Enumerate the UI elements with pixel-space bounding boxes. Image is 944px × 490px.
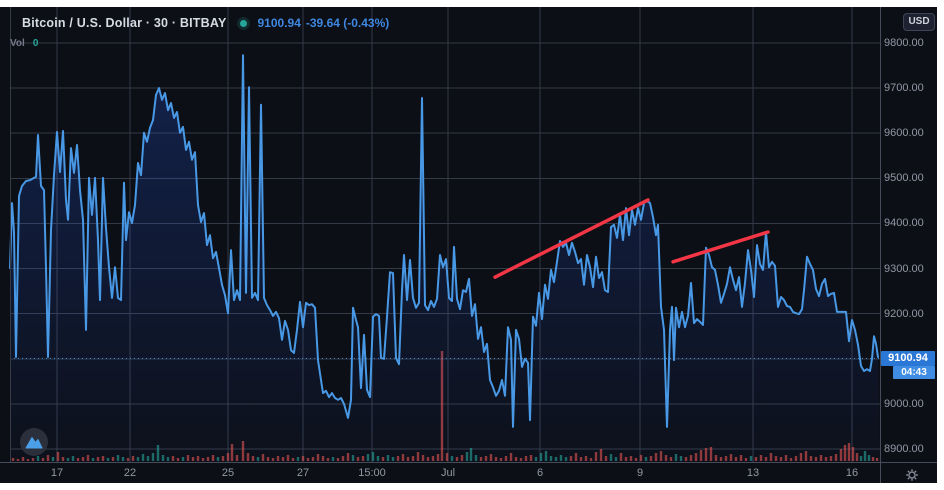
tradingview-logo-button[interactable] <box>20 428 48 456</box>
volume-value: 0 <box>32 38 39 49</box>
price-chart-canvas[interactable] <box>0 7 937 483</box>
time-scale-label: 27 <box>296 467 310 479</box>
price-scale-label: 9300.00 <box>884 262 924 275</box>
chart-legend: Bitcoin / U.S. Dollar · 30 · BITBAY 9100… <box>22 15 389 31</box>
price-scale-label: 9400.00 <box>884 217 924 230</box>
price-scale-label: 9000.00 <box>884 397 924 410</box>
time-scale-label: 6 <box>536 467 544 479</box>
price-line[interactable] <box>9 54 879 428</box>
time-scale-label: 15:00 <box>358 467 386 479</box>
currency-usd-button[interactable]: USD <box>903 13 935 31</box>
countdown-badge: 04:43 <box>893 365 935 379</box>
price-scale-label: 9700.00 <box>884 82 924 95</box>
quote-price: 9100.94 <box>257 16 301 30</box>
time-scale-label: 17 <box>50 467 64 479</box>
area-fill <box>10 55 880 462</box>
mountain-icon <box>25 435 43 449</box>
volume-legend: Vol 0 <box>10 38 38 49</box>
time-scale-label: 9 <box>636 467 644 479</box>
last-price-badge: 9100.94 <box>881 350 935 366</box>
chart-widget: Bitcoin / U.S. Dollar · 30 · BITBAY 9100… <box>0 7 937 483</box>
price-scale-label: 8900.00 <box>884 443 924 455</box>
volume-label: Vol <box>10 38 25 49</box>
trendline-drawing[interactable] <box>671 230 770 264</box>
market-status-dot-icon <box>239 19 247 27</box>
time-scale-label: 25 <box>221 467 235 479</box>
time-scale-label: 16 <box>845 467 859 479</box>
quote: 9100.94 -39.64 (-0.43%) <box>258 16 390 30</box>
symbol-title: Bitcoin / U.S. Dollar · 30 · BITBAY <box>22 16 227 30</box>
time-scale-label: 13 <box>746 467 760 479</box>
time-scale-label: Jul <box>440 467 456 479</box>
price-scale-label: 9800.00 <box>884 37 924 49</box>
time-scale-label: 22 <box>123 467 137 479</box>
settings-gear-icon[interactable] <box>903 467 921 483</box>
trendline-drawing[interactable] <box>493 198 650 279</box>
quote-change: -39.64 (-0.43%) <box>305 16 390 30</box>
price-scale-label: 9500.00 <box>884 172 924 185</box>
price-scale-label: 9600.00 <box>884 127 924 140</box>
price-scale-label: 9200.00 <box>884 307 924 320</box>
